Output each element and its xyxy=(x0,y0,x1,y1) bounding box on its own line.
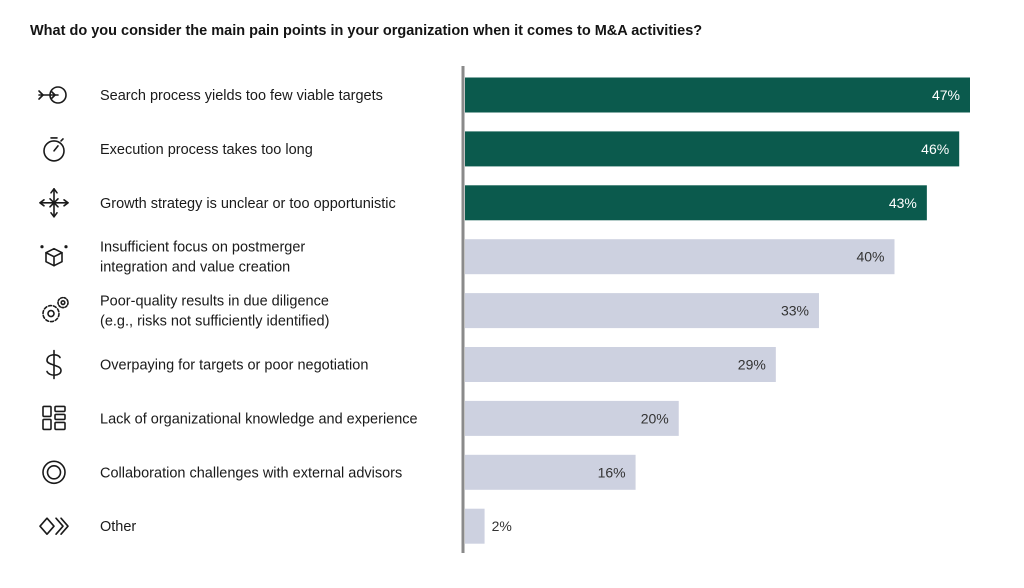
bar-9 xyxy=(465,508,485,544)
stopwatch-icon xyxy=(43,137,65,162)
category-label: Insufficient focus on postmerger integrat… xyxy=(100,240,305,276)
category-label: Growth strategy is unclear or too opport… xyxy=(100,196,396,212)
bar-1 xyxy=(465,77,970,113)
chevrons-icon xyxy=(39,517,69,535)
category-label: Poor-quality results in due diligence (e.… xyxy=(100,294,329,330)
bar-2 xyxy=(465,131,960,167)
concentric-circles-icon xyxy=(42,460,66,485)
bar-6 xyxy=(465,347,776,382)
chart-title: What do you consider the main pain point… xyxy=(30,23,703,39)
bar-7 xyxy=(465,400,679,436)
compass-arrows-icon xyxy=(39,188,69,218)
bar-value-label: 29% xyxy=(738,357,766,373)
bar-5 xyxy=(465,293,819,329)
bar-value-label: 43% xyxy=(889,195,917,211)
bar-value-label: 20% xyxy=(641,410,669,426)
category-label: Collaboration challenges with external a… xyxy=(100,465,402,481)
gears-icon xyxy=(42,296,69,323)
bar-value-label: 33% xyxy=(781,303,809,319)
bar-8 xyxy=(465,454,636,490)
bar-value-label: 47% xyxy=(932,87,960,103)
bar-3 xyxy=(465,185,927,221)
bar-4 xyxy=(465,239,895,275)
bar-value-label: 40% xyxy=(856,249,884,265)
dollar-icon xyxy=(46,349,62,380)
category-label: Execution process takes too long xyxy=(100,142,313,158)
category-label: Overpaying for targets or poor negotiati… xyxy=(100,358,368,374)
grid-blocks-icon xyxy=(42,405,66,431)
category-label: Other xyxy=(100,519,136,535)
bar-value-label: 2% xyxy=(492,518,512,534)
target-arrow-icon xyxy=(38,86,67,104)
category-label: Search process yields too few viable tar… xyxy=(100,88,383,104)
bar-value-label: 16% xyxy=(598,464,626,480)
category-label: Lack of organizational knowledge and exp… xyxy=(100,411,418,427)
bar-value-label: 46% xyxy=(921,141,949,157)
cube-icon xyxy=(40,245,68,267)
